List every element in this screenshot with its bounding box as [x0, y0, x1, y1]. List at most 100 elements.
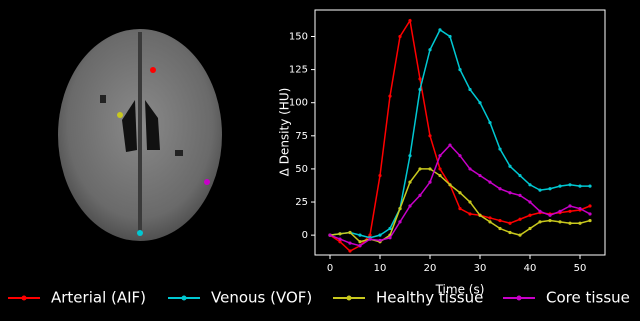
y-tick-label: 0 [302, 230, 308, 241]
data-point [418, 167, 422, 171]
data-point [518, 193, 522, 198]
data-point [568, 183, 572, 187]
data-point [548, 213, 552, 217]
data-point [498, 226, 502, 231]
data-point [468, 167, 472, 171]
data-point [458, 191, 462, 195]
data-point [468, 200, 472, 204]
data-point [458, 67, 462, 72]
data-point [508, 164, 512, 168]
data-point [548, 187, 552, 191]
data-point [468, 212, 472, 216]
data-point [468, 87, 472, 92]
data-point [518, 233, 522, 237]
y-axis-label: Δ Density (HU) [278, 88, 292, 177]
data-point [388, 226, 392, 231]
legend-marker [181, 295, 187, 301]
data-point [588, 218, 592, 223]
data-point [578, 207, 582, 211]
data-point [378, 238, 382, 243]
data-point [518, 217, 522, 221]
data-point [488, 180, 492, 184]
data-point [528, 183, 532, 187]
data-point [488, 216, 492, 220]
data-point [428, 167, 432, 171]
data-point [338, 237, 342, 241]
data-point [328, 233, 332, 237]
data-point [338, 232, 342, 236]
y-tick-label: 50 [295, 164, 308, 175]
x-tick-label: 20 [424, 263, 437, 274]
data-point [478, 101, 482, 105]
data-point [398, 34, 402, 39]
data-point [588, 184, 592, 188]
data-point [498, 218, 502, 223]
data-point [418, 87, 422, 92]
data-point [348, 249, 352, 253]
data-point [578, 184, 582, 188]
series-line [329, 28, 590, 239]
data-point [438, 28, 442, 32]
x-tick-label: 40 [524, 263, 537, 274]
legend-marker [516, 295, 522, 301]
legend-marker [21, 295, 27, 301]
data-point [538, 209, 542, 213]
data-point [528, 226, 532, 231]
x-axis-label: Time (s) [435, 283, 485, 297]
data-point [548, 218, 552, 223]
data-point [428, 180, 432, 184]
y-tick-label: 75 [295, 131, 308, 142]
data-point [368, 237, 372, 241]
x-tick-label: 30 [474, 263, 487, 274]
x-tick-label: 10 [374, 263, 387, 274]
data-point [398, 220, 402, 224]
legend-text: Arterial (AIF) [51, 289, 146, 307]
data-point [408, 180, 412, 184]
data-point [368, 233, 372, 237]
data-point [498, 187, 502, 191]
x-tick-label: 0 [327, 263, 333, 274]
data-point [448, 34, 452, 39]
data-point [568, 221, 572, 225]
data-point [578, 221, 582, 225]
data-point [508, 221, 512, 225]
brain-image [58, 29, 222, 241]
data-point [428, 134, 432, 138]
y-tick-label: 125 [289, 65, 308, 76]
data-point [458, 154, 462, 158]
series-line [329, 168, 591, 243]
data-point [338, 240, 342, 244]
data-point [538, 188, 542, 192]
data-point [418, 77, 422, 81]
data-point [498, 147, 502, 151]
data-point [418, 193, 422, 198]
data-point [488, 120, 492, 125]
legend-text: Venous (VOF) [211, 289, 312, 307]
data-point [438, 167, 442, 171]
data-point [458, 207, 462, 211]
data-point [538, 220, 542, 224]
data-point [428, 48, 432, 52]
data-point [448, 183, 452, 187]
data-point [398, 207, 402, 211]
data-point [408, 204, 412, 208]
y-tick-label: 25 [295, 197, 308, 208]
data-point [358, 233, 362, 237]
data-point [528, 213, 532, 217]
data-point [358, 240, 362, 244]
data-point [558, 220, 562, 224]
data-point [568, 204, 572, 208]
x-tick-label: 50 [574, 263, 587, 274]
data-point [488, 220, 492, 224]
data-point [508, 230, 512, 235]
data-point [568, 209, 572, 213]
data-point [508, 191, 512, 195]
data-point [438, 173, 442, 178]
data-point [408, 154, 412, 158]
data-point [388, 236, 392, 240]
y-tick-label: 100 [289, 98, 308, 109]
data-point [378, 173, 382, 178]
data-point [558, 209, 562, 213]
data-point [348, 230, 352, 235]
